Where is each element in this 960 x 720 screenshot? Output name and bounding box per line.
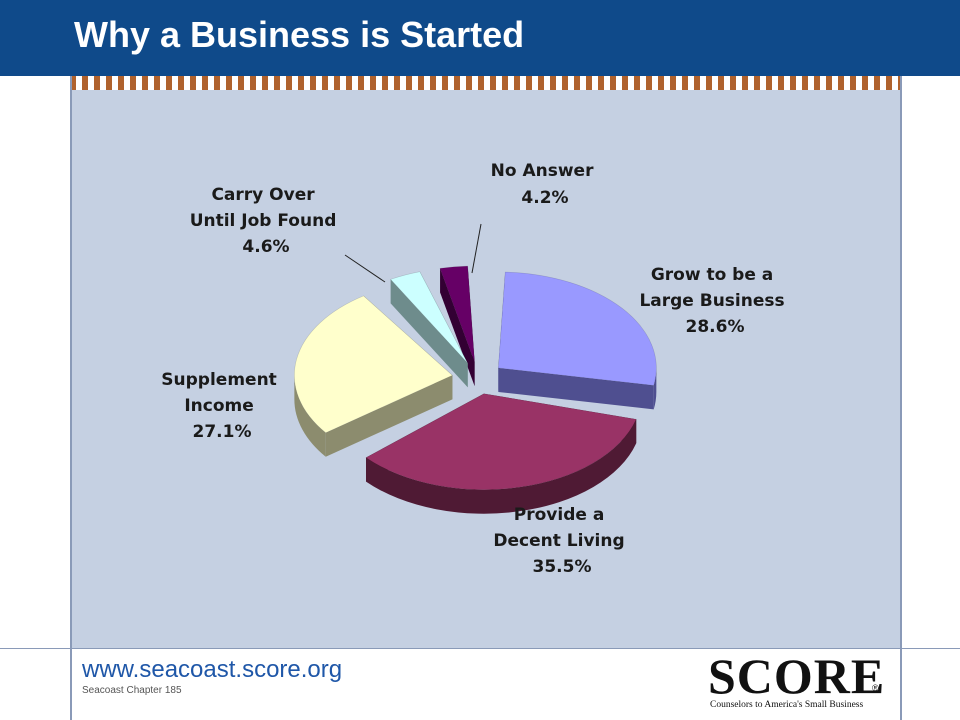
slice-label-carry-over: Carry Over Until Job Found 4.6%: [190, 185, 343, 257]
pie-slice-grow-to-be-a-large-business-outer-wall: [653, 367, 657, 410]
slice-label-no-answer: No Answer 4.2%: [491, 161, 600, 208]
pie-slice-carry-over-until-job-found: [390, 271, 468, 364]
pie-slice-no-answer-start-wall: [440, 268, 475, 387]
pie-slice-grow-to-be-a-large-business-end-wall: [498, 367, 654, 410]
score-logo: SCORE ® Counselors to America's Small Bu…: [708, 648, 888, 714]
registered-mark: ®: [872, 683, 879, 693]
leader-line-no-answer: [471, 223, 482, 274]
decorative-dash-strip: [70, 76, 900, 90]
pie-slice-supplement-income-start-wall: [325, 375, 453, 457]
pie-slice-grow-to-be-a-large-business: [498, 271, 657, 386]
website-link[interactable]: www.seacoast.score.org: [82, 656, 343, 683]
pie-slice-provide-a-decent-living: [365, 393, 637, 490]
footer-divider: [0, 648, 960, 649]
logo-tagline: Counselors to America's Small Business: [710, 700, 864, 710]
slice-label-supplement-income: Supplement Income 27.1%: [161, 370, 282, 442]
logo-wordmark: SCORE: [708, 648, 886, 704]
chapter-name: Seacoast Chapter 185: [82, 685, 182, 696]
slide-title: Why a Business is Started: [74, 14, 525, 55]
title-bar: Why a Business is Started: [0, 0, 960, 76]
left-divider: [70, 76, 72, 720]
pie-slice-supplement-income-outer-wall: [294, 375, 326, 457]
pie-top-layer: [294, 265, 657, 490]
slice-label-grow-large-business: Grow to be a Large Business 28.6%: [639, 265, 790, 337]
pie-slice-carry-over-until-job-found-start-wall: [390, 279, 468, 388]
pie-slice-no-answer: [439, 265, 475, 363]
leader-line-carry-over: [344, 254, 386, 283]
right-divider: [900, 76, 902, 720]
pie-slice-provide-a-decent-living-outer-wall: [366, 419, 637, 514]
slice-label-decent-living: Provide a Decent Living 35.5%: [493, 505, 630, 577]
chart-panel: [72, 90, 900, 648]
pie-slice-supplement-income: [294, 295, 453, 434]
